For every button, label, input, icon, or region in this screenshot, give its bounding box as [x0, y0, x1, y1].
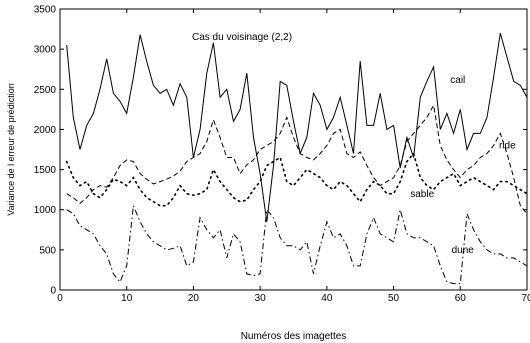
series-label-ride: ride: [499, 141, 516, 152]
x-tick-label: 20: [188, 293, 200, 304]
series-label-sable: sable: [410, 189, 434, 200]
x-tick-label: 0: [57, 293, 63, 304]
y-tick-label: 1000: [34, 205, 57, 216]
series-label-cail: cail: [450, 75, 465, 86]
y-tick-label: 3500: [34, 5, 57, 16]
x-tick-label: 50: [388, 293, 400, 304]
ticks-group: 0 10 20 30 40 50 60 70 0 500 1000 1500 2000 2500 3000 3…: [34, 5, 530, 305]
y-tick-label: 0: [50, 286, 56, 297]
y-tick-label: 1500: [34, 165, 57, 176]
y-tick-label: 500: [39, 245, 56, 256]
y-tick-label: 3000: [34, 45, 57, 56]
series-line-sable: [65, 151, 528, 207]
series-line-ride: [66, 103, 528, 215]
annotations-group: cail ride sable dune: [410, 75, 516, 256]
series-group: [65, 32, 528, 285]
x-axis-label: Numéros des imagettes: [241, 331, 347, 342]
y-axis-label: Variance de l erreur de prédiction: [6, 83, 16, 215]
x-tick-label: 70: [521, 293, 530, 304]
x-tick-label: 60: [455, 293, 467, 304]
plot-frame: [59, 8, 528, 291]
chart-title: Cas du voisinage (2,2): [192, 32, 292, 43]
series-label-dune: dune: [452, 245, 475, 256]
y-tick-label: 2000: [34, 125, 57, 136]
series-line-dune: [66, 205, 528, 285]
series-line-cail: [66, 32, 528, 222]
y-tick-label: 2500: [34, 85, 57, 96]
x-tick-label: 30: [255, 293, 267, 304]
x-tick-label: 10: [121, 293, 133, 304]
x-tick-label: 40: [321, 293, 333, 304]
